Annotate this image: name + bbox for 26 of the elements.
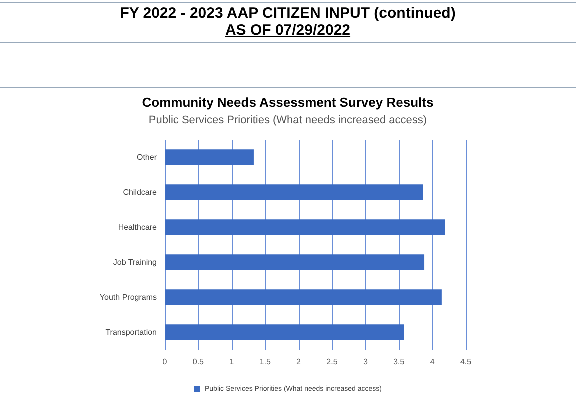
x-tick-label: 1.5 bbox=[260, 358, 272, 366]
bar bbox=[165, 220, 446, 236]
y-tick-label: Transportation bbox=[106, 328, 157, 337]
bar bbox=[165, 150, 254, 166]
bar bbox=[165, 184, 424, 200]
x-tick-label: 2.5 bbox=[326, 358, 338, 366]
text: Community Needs Assessment Survey Results bbox=[141, 95, 435, 110]
bar bbox=[165, 254, 425, 270]
x-tick-label: 4.5 bbox=[460, 358, 472, 366]
x-tick-label: 3 bbox=[363, 358, 368, 366]
bar bbox=[165, 324, 404, 340]
y-tick-label: Healthcare bbox=[118, 223, 158, 232]
x-tick-label: 0 bbox=[162, 358, 168, 366]
x-tick-label: 2 bbox=[296, 358, 302, 366]
y-tick-label: Childcare bbox=[123, 188, 158, 197]
chart-subtitle: AS OF 07/29/2022 bbox=[224, 22, 352, 39]
y-tick-label: Other bbox=[136, 153, 158, 162]
x-tick-label: 1 bbox=[230, 358, 235, 366]
bar bbox=[165, 290, 442, 306]
x-tick-label: 4 bbox=[430, 358, 436, 366]
y-tick-label: Youth Programs bbox=[100, 293, 157, 302]
chart-title: FY 2022 - 2023 AAP CITIZEN INPUT (continued) bbox=[119, 5, 457, 22]
y-tick-label: Job Training bbox=[113, 258, 157, 267]
x-tick-label: 0.5 bbox=[192, 358, 205, 366]
text: Public Services Priorities (What needs increased access) bbox=[148, 114, 428, 126]
x-tick-label: 3.5 bbox=[394, 358, 406, 366]
